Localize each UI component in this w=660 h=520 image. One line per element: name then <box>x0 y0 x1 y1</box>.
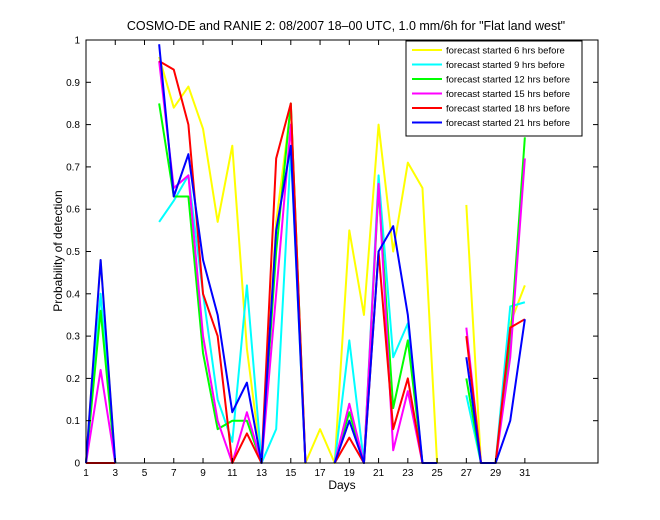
series-line-3 <box>85 102 526 464</box>
y-tick-label: 0.1 <box>66 416 80 427</box>
y-axis-label: Probability of detection <box>51 190 65 311</box>
y-tick-label: 0.3 <box>66 332 80 343</box>
y-tick-label: 0.6 <box>66 205 80 216</box>
legend-entry: forecast started 12 hrs before <box>446 75 570 86</box>
legend-box <box>405 40 583 137</box>
x-tick-label: 21 <box>373 468 385 479</box>
legend-entry: forecast started 18 hrs before <box>446 104 570 115</box>
legend-entry: forecast started 9 hrs before <box>446 60 565 71</box>
y-tick-label: 1 <box>74 36 80 47</box>
y-tick-label: 0.5 <box>66 247 80 258</box>
x-tick-label: 27 <box>461 468 473 479</box>
legend: forecast started 6 hrs before forecast st… <box>405 40 583 137</box>
y-tick-label: 0.9 <box>66 78 80 89</box>
x-axis: 1 3 5 7 9 11 13 15 17 19 21 23 25 27 29 31 <box>83 40 531 479</box>
x-tick-label: 3 <box>112 468 118 479</box>
y-tick-label: 0.2 <box>66 374 80 385</box>
legend-entry: forecast started 6 hrs before <box>446 46 565 57</box>
y-axis: 0 0.1 0.2 0.3 0.4 0.5 0.6 0.7 0.8 0.9 1 <box>66 36 598 470</box>
x-tick-label: 9 <box>200 468 206 479</box>
x-tick-label: 13 <box>256 468 268 479</box>
x-tick-label: 7 <box>171 468 177 479</box>
x-tick-label: 29 <box>490 468 502 479</box>
x-tick-label: 19 <box>344 468 356 479</box>
x-tick-label: 11 <box>227 468 238 479</box>
y-tick-label: 0.7 <box>66 162 80 173</box>
x-tick-label: 15 <box>285 468 297 479</box>
y-tick-label: 0.4 <box>66 289 80 300</box>
x-tick-label: 5 <box>142 468 148 479</box>
x-tick-label: 23 <box>402 468 414 479</box>
x-axis-label: Days <box>328 478 355 492</box>
legend-entry: forecast started 21 hrs before <box>446 118 570 129</box>
series-line-2 <box>85 148 526 464</box>
x-tick-label: 31 <box>519 468 531 479</box>
x-tick-label: 25 <box>432 468 444 479</box>
x-tick-label: 17 <box>314 468 326 479</box>
y-tick-label: 0 <box>74 459 80 470</box>
y-tick-label: 0.8 <box>66 120 80 131</box>
chart-title: COSMO-DE and RANIE 2: 08/2007 18–00 UTC,… <box>127 19 565 33</box>
legend-entry: forecast started 15 hrs before <box>446 89 570 100</box>
series-line-6 <box>85 44 526 464</box>
x-tick-label: 1 <box>83 468 89 479</box>
